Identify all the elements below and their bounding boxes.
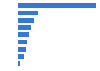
Bar	[18, 11, 38, 15]
Bar	[18, 25, 30, 30]
Bar	[18, 61, 20, 66]
Bar	[18, 54, 24, 59]
Bar	[18, 3, 96, 8]
Bar	[18, 32, 29, 37]
Bar	[18, 18, 34, 23]
Bar	[18, 47, 26, 52]
Bar	[18, 40, 27, 44]
